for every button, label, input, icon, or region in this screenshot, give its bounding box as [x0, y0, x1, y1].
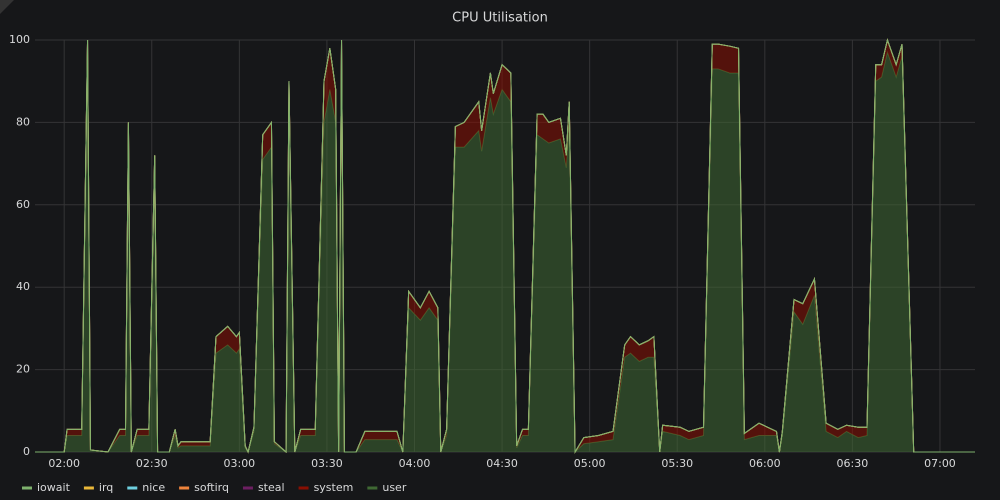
axes: 0 20 40 60 80 100 02:00 02:30 03:00 03:30 04:00 04:… [9, 33, 956, 470]
y-tick-label: 80 [16, 115, 30, 128]
legend-label: softirq [194, 481, 229, 494]
legend-label: nice [142, 481, 165, 494]
x-tick-label: 04:30 [486, 457, 518, 470]
area [35, 52, 975, 453]
y-tick-label: 60 [16, 198, 30, 211]
x-tick-label: 06:30 [837, 457, 869, 470]
x-tick-label: 02:00 [48, 457, 80, 470]
line [35, 38, 975, 454]
x-tick-label: 07:00 [924, 457, 956, 470]
info-corner[interactable] [0, 0, 14, 14]
y-tick-label: 20 [16, 363, 30, 376]
y-tick-label: 0 [23, 445, 30, 458]
chart-title: CPU Utilisation [452, 11, 548, 26]
legend-label: iowait [37, 481, 71, 494]
x-tick-label: 04:00 [399, 457, 431, 470]
x-tick-label: 03:00 [223, 457, 255, 470]
x-tick-label: 02:30 [136, 457, 168, 470]
legend-label: irq [99, 481, 113, 494]
plot-areas [35, 38, 975, 454]
legend-label: steal [258, 481, 285, 494]
legend-label: user [382, 481, 406, 494]
x-tick-label: 03:30 [311, 457, 343, 470]
x-tick-label: 06:00 [749, 457, 781, 470]
area [35, 40, 975, 452]
x-tick-label: 05:30 [661, 457, 693, 470]
y-tick-label: 40 [16, 280, 30, 293]
legend: iowait irq nice softirq steal system user [22, 481, 407, 494]
y-tick-label: 100 [9, 33, 30, 46]
x-tick-label: 05:00 [574, 457, 606, 470]
legend-label: system [314, 481, 354, 494]
